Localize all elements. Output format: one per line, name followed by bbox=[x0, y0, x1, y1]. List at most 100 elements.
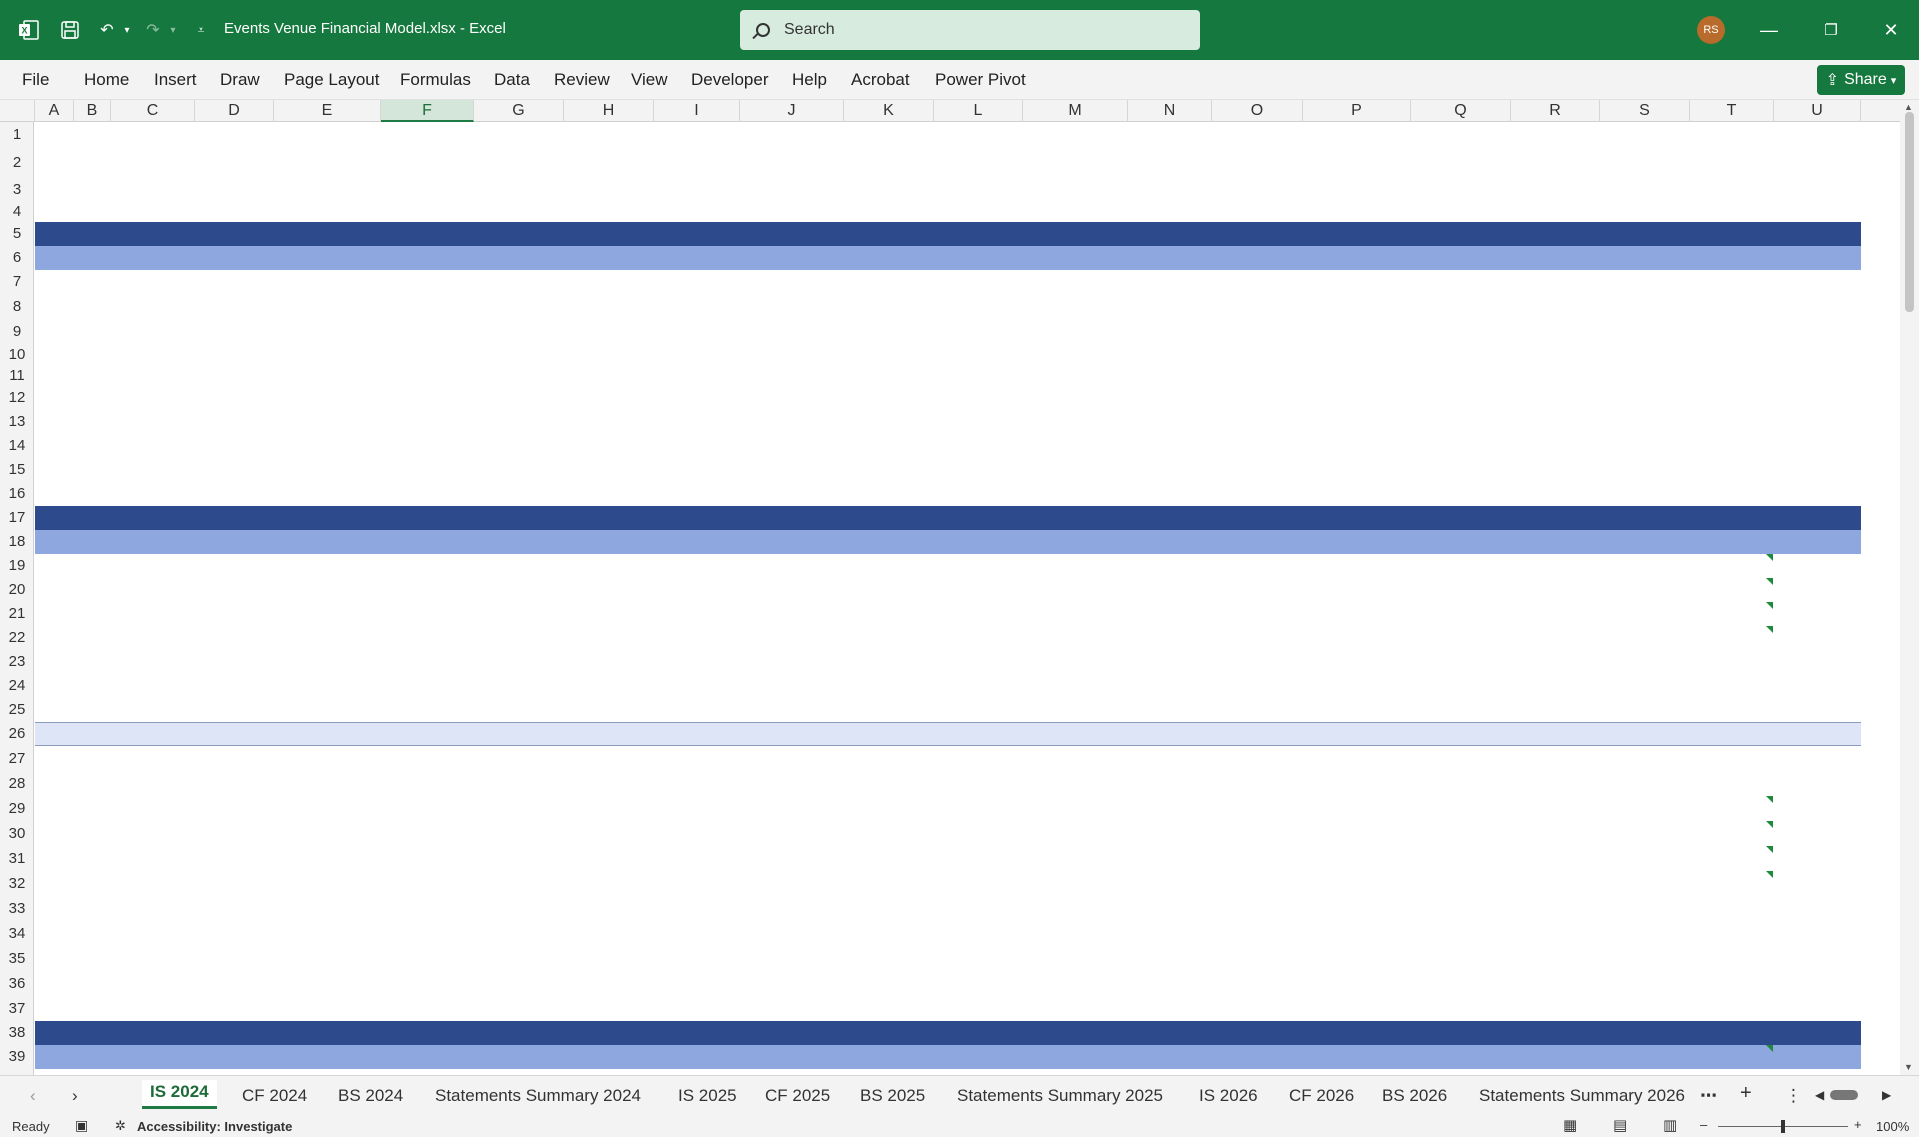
value-cell[interactable] bbox=[555, 1045, 650, 1069]
value-cell[interactable] bbox=[1675, 386, 1770, 410]
row-header-10[interactable]: 10 bbox=[8, 346, 26, 363]
value-cell[interactable] bbox=[1675, 821, 1770, 846]
value-cell[interactable] bbox=[641, 410, 736, 434]
value-cell[interactable] bbox=[465, 1021, 560, 1045]
year-cell[interactable] bbox=[1128, 222, 1208, 246]
value-cell[interactable] bbox=[555, 458, 650, 482]
value-cell[interactable] bbox=[555, 578, 650, 602]
value-cell[interactable] bbox=[641, 1045, 736, 1069]
value-cell[interactable] bbox=[641, 458, 736, 482]
value-cell[interactable] bbox=[924, 554, 1019, 578]
value-cell[interactable] bbox=[1204, 458, 1299, 482]
row-label-24[interactable] bbox=[141, 674, 401, 698]
value-cell[interactable] bbox=[1204, 626, 1299, 650]
value-cell[interactable] bbox=[1675, 530, 1770, 554]
value-cell[interactable] bbox=[1113, 796, 1208, 821]
year-cell[interactable] bbox=[939, 222, 1019, 246]
row-header-14[interactable]: 14 bbox=[8, 437, 26, 454]
value-cell[interactable] bbox=[465, 871, 560, 896]
value-cell[interactable] bbox=[1675, 871, 1770, 896]
value-cell[interactable] bbox=[1113, 458, 1208, 482]
row-header-5[interactable]: 5 bbox=[12, 225, 22, 242]
value-cell[interactable] bbox=[555, 896, 650, 921]
ribbon-menu-file[interactable]: File bbox=[22, 70, 50, 89]
total-cell[interactable] bbox=[1762, 971, 1857, 996]
value-cell[interactable] bbox=[1501, 1021, 1596, 1045]
value-cell[interactable] bbox=[1029, 846, 1124, 871]
value-cell[interactable] bbox=[1113, 971, 1208, 996]
value-cell[interactable] bbox=[924, 921, 1019, 946]
value-cell[interactable] bbox=[1029, 578, 1124, 602]
value-cell[interactable] bbox=[641, 946, 736, 971]
value-cell[interactable] bbox=[1675, 458, 1770, 482]
value-cell[interactable] bbox=[1204, 946, 1299, 971]
value-cell[interactable] bbox=[835, 921, 930, 946]
minimize-icon[interactable]: — bbox=[1760, 19, 1778, 40]
value-cell[interactable] bbox=[1113, 946, 1208, 971]
row-label-14[interactable] bbox=[141, 434, 401, 458]
value-cell[interactable] bbox=[1591, 722, 1686, 746]
total-cell[interactable] bbox=[1762, 626, 1857, 650]
value-cell[interactable] bbox=[1029, 722, 1124, 746]
value-cell[interactable] bbox=[924, 602, 1019, 626]
month-cell[interactable] bbox=[570, 246, 650, 270]
value-cell[interactable] bbox=[1675, 722, 1770, 746]
column-header-b[interactable]: B bbox=[74, 100, 111, 122]
value-cell[interactable] bbox=[1501, 506, 1596, 530]
value-cell[interactable] bbox=[835, 506, 930, 530]
column-header-k[interactable]: K bbox=[844, 100, 934, 122]
value-cell[interactable] bbox=[1312, 871, 1407, 896]
value-cell[interactable] bbox=[1591, 846, 1686, 871]
total-cell[interactable] bbox=[1762, 722, 1857, 746]
value-cell[interactable] bbox=[1412, 722, 1507, 746]
value-cell[interactable] bbox=[1591, 458, 1686, 482]
column-header-t[interactable]: T bbox=[1690, 100, 1774, 122]
value-cell[interactable] bbox=[835, 946, 930, 971]
value-cell[interactable] bbox=[555, 946, 650, 971]
value-cell[interactable] bbox=[1675, 602, 1770, 626]
value-cell[interactable] bbox=[555, 554, 650, 578]
next-sheet-icon[interactable]: › bbox=[72, 1086, 78, 1105]
ribbon-menu-review[interactable]: Review bbox=[554, 70, 610, 89]
value-cell[interactable] bbox=[1675, 1021, 1770, 1045]
value-cell[interactable] bbox=[555, 1021, 650, 1045]
zoom-out-icon[interactable]: – bbox=[1700, 1117, 1708, 1132]
value-cell[interactable] bbox=[1412, 1021, 1507, 1045]
value-cell[interactable] bbox=[555, 482, 650, 506]
value-cell[interactable] bbox=[924, 871, 1019, 896]
value-cell[interactable] bbox=[1029, 1021, 1124, 1045]
value-cell[interactable] bbox=[745, 410, 840, 434]
value-cell[interactable] bbox=[465, 846, 560, 871]
value-cell[interactable] bbox=[1675, 896, 1770, 921]
year-cell[interactable] bbox=[1427, 222, 1507, 246]
row-header-4[interactable]: 4 bbox=[12, 203, 22, 220]
value-cell[interactable] bbox=[375, 1045, 470, 1069]
value-cell[interactable] bbox=[924, 626, 1019, 650]
value-cell[interactable] bbox=[1675, 1045, 1770, 1069]
hscroll-left-icon[interactable]: ◀ bbox=[1815, 1088, 1825, 1102]
value-cell[interactable] bbox=[745, 602, 840, 626]
value-cell[interactable] bbox=[465, 554, 560, 578]
value-cell[interactable] bbox=[1501, 530, 1596, 554]
value-cell[interactable] bbox=[1029, 410, 1124, 434]
ribbon-menu-home[interactable]: Home bbox=[84, 70, 130, 89]
value-cell[interactable] bbox=[375, 530, 470, 554]
value-cell[interactable] bbox=[1312, 921, 1407, 946]
value-cell[interactable] bbox=[835, 821, 930, 846]
value-cell[interactable] bbox=[375, 896, 470, 921]
row-header-2[interactable]: 2 bbox=[12, 154, 22, 171]
value-cell[interactable] bbox=[375, 1021, 470, 1045]
value-cell[interactable] bbox=[1204, 410, 1299, 434]
value-cell[interactable] bbox=[1591, 434, 1686, 458]
value-cell[interactable] bbox=[745, 821, 840, 846]
value-cell[interactable] bbox=[1675, 846, 1770, 871]
value-cell[interactable] bbox=[1312, 410, 1407, 434]
value-cell[interactable] bbox=[375, 821, 470, 846]
value-cell[interactable] bbox=[745, 578, 840, 602]
value-cell[interactable] bbox=[1113, 506, 1208, 530]
value-cell[interactable] bbox=[1029, 554, 1124, 578]
value-cell[interactable] bbox=[1312, 482, 1407, 506]
value-cell[interactable] bbox=[1412, 554, 1507, 578]
value-cell[interactable] bbox=[375, 871, 470, 896]
value-cell[interactable] bbox=[641, 846, 736, 871]
